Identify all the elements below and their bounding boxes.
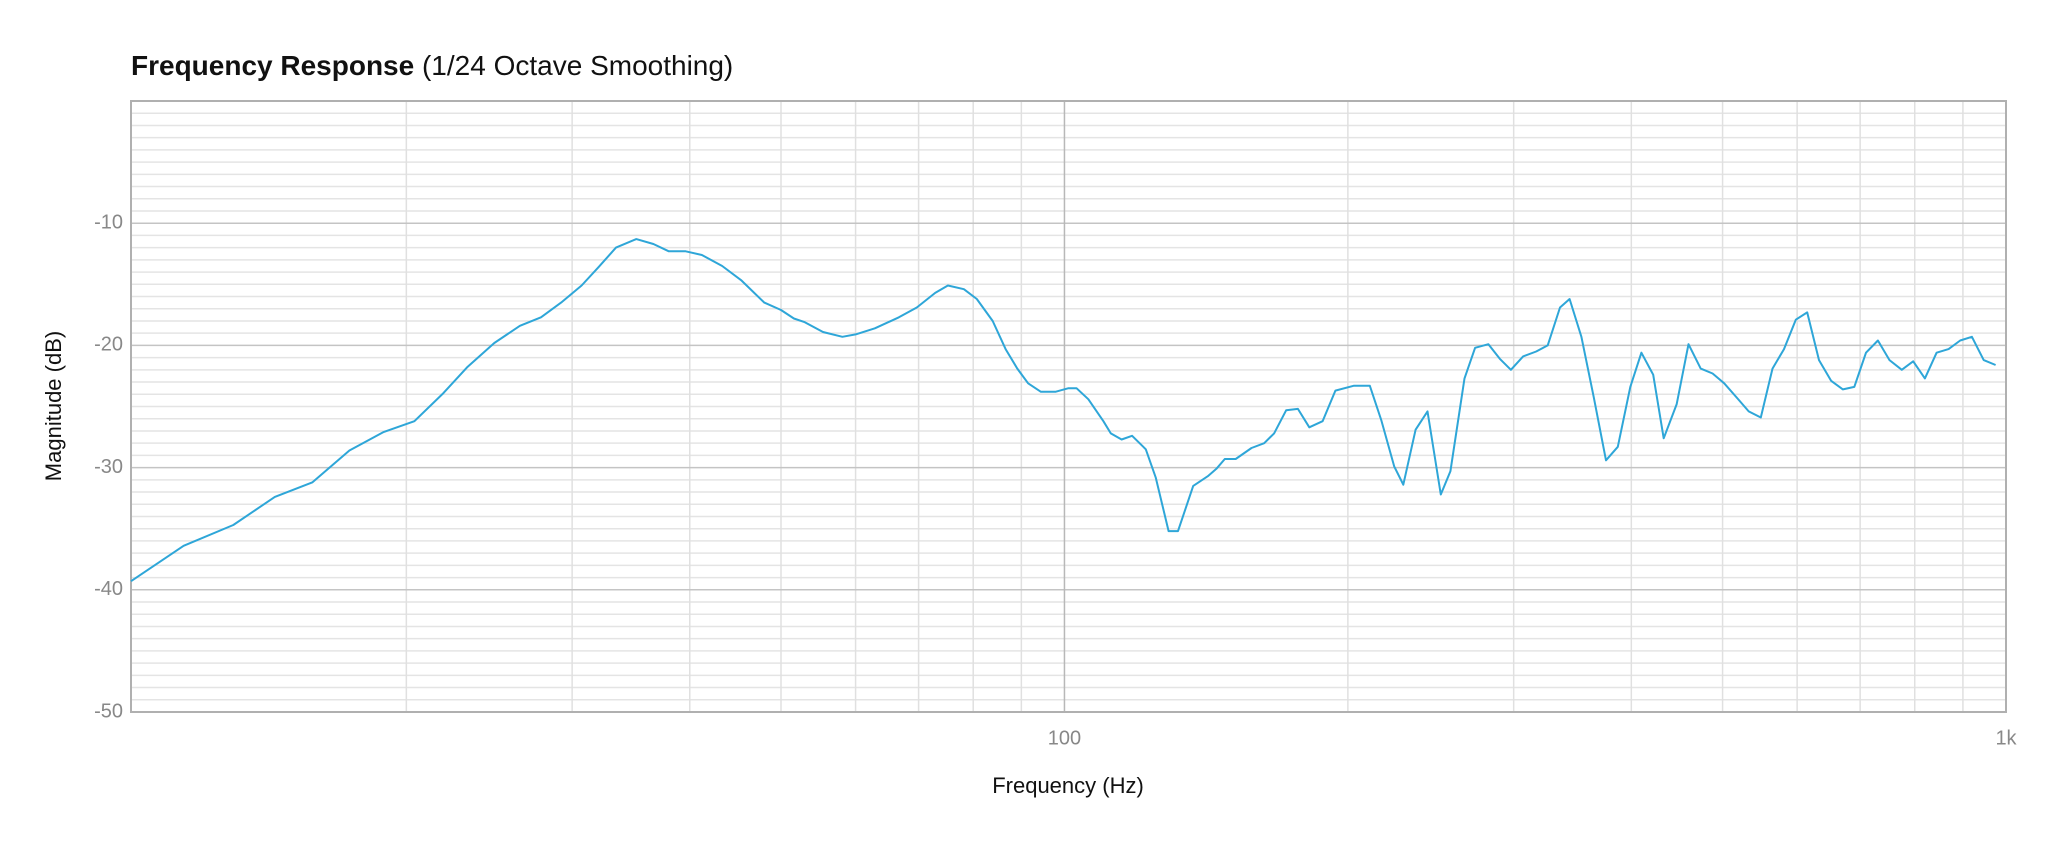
series-line <box>130 238 1996 583</box>
chart-title-group: Frequency Response (1/24 Octave Smoothin… <box>131 50 733 81</box>
plot-frame <box>130 100 2007 713</box>
x-tick-label: 100 <box>1048 727 1081 749</box>
chart-subtitle: (1/24 Octave Smoothing) <box>422 50 733 81</box>
y-tick-label: -10 <box>94 211 123 233</box>
x-axis-label: Frequency (Hz) <box>992 773 1144 798</box>
y-tick-label: -40 <box>94 578 123 600</box>
y-tick-label: -50 <box>94 700 123 722</box>
y-tick-label: -20 <box>94 334 123 356</box>
chart-title: Frequency Response <box>131 50 414 81</box>
y-tick-label: -30 <box>94 456 123 478</box>
y-axis-label: Magnitude (dB) <box>41 331 66 481</box>
x-tick-label: 1k <box>1995 727 2017 749</box>
